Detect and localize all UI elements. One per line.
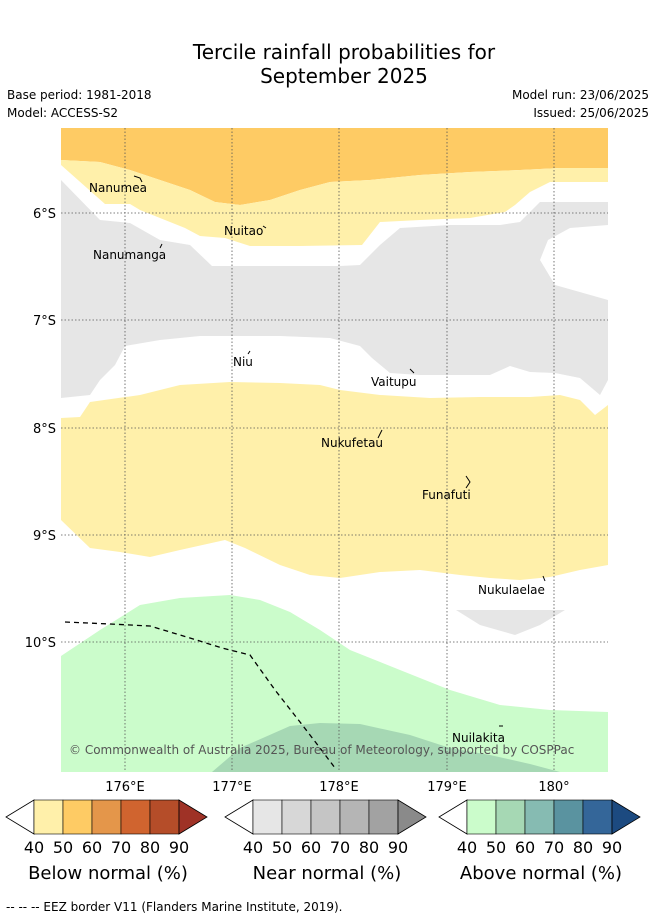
colorbar-below-tick: 50	[53, 838, 73, 857]
place-label-vaitupu: Vaitupu	[371, 375, 417, 389]
place-label-nukufetau: Nukufetau	[321, 436, 383, 450]
base-period: Base period: 1981-2018	[7, 88, 152, 102]
title-line-1: Tercile rainfall probabilities for	[192, 40, 496, 64]
island-funafuti-icon	[465, 475, 471, 489]
longitude-labels: 176°E 177°E 178°E 179°E 180°	[105, 780, 569, 795]
colorbar-above-segment	[495, 799, 526, 835]
below-normal-40-band-south	[61, 382, 608, 580]
eez-border-line	[64, 621, 336, 769]
lon-label-176e: 176°E	[105, 780, 145, 795]
colorbar-title-below: Below normal (%)	[28, 863, 188, 884]
place-label-funafuti: Funafuti	[422, 488, 471, 502]
colorbar-above: 40 50 60 70 80 90	[438, 799, 641, 857]
eez-legend: -- -- -- EEZ border V11 (Flanders Marine…	[6, 900, 343, 914]
colorbar-above-segment	[553, 799, 584, 835]
lon-label-178e: 178°E	[319, 780, 359, 795]
colorbar-above-segment	[582, 799, 613, 835]
map-title: Tercile rainfall probabilities for Septe…	[0, 40, 655, 88]
colorbar-below-high-arrow	[178, 799, 208, 835]
colorbar-above-tick: 60	[515, 838, 535, 857]
title-line-2: September 2025	[260, 64, 428, 88]
probability-fields	[61, 128, 608, 772]
lat-label-7s: 7°S	[33, 314, 56, 329]
below-normal-40-band	[61, 160, 608, 246]
colorbar-below-tick: 80	[140, 838, 160, 857]
colorbar-below-tick: 60	[82, 838, 102, 857]
issued-date: Issued: 25/06/2025	[533, 106, 649, 120]
model-run: Model run: 23/06/2025	[511, 88, 649, 102]
place-label-nanumea: Nanumea	[89, 181, 147, 195]
colorbar-near-tick: 40	[243, 838, 263, 857]
colorbar-near-tick: 70	[330, 838, 350, 857]
lon-label-180: 180°	[538, 780, 569, 795]
island-niu-icon	[247, 350, 251, 355]
colorbar-below-segment	[62, 799, 93, 835]
island-nukulaelae-icon	[542, 575, 546, 582]
colorbar-near-segment	[310, 799, 341, 835]
colorbar-near-tick: 60	[301, 838, 321, 857]
place-labels: Nanumea Nuitao Nanumanga Niu Vaitupu Nuk…	[89, 181, 545, 745]
place-label-nuilakita: Nuilakita	[452, 731, 505, 745]
colorbar-near: 40 50 60 70 80 90	[224, 799, 427, 857]
colorbar-near-tick: 90	[388, 838, 408, 857]
colorbar-above-tick: 70	[544, 838, 564, 857]
colorbar-above-tick: 80	[573, 838, 593, 857]
colorbar-near-segment	[252, 799, 283, 835]
near-normal-band-south	[456, 610, 565, 635]
colorbar-above-tick: 50	[486, 838, 506, 857]
colorbar-above-high-arrow	[611, 799, 641, 835]
lat-label-10s: 10°S	[25, 636, 56, 651]
colorbar-near-segment	[281, 799, 312, 835]
lat-label-8s: 8°S	[33, 422, 56, 437]
near-normal-band-north	[61, 180, 608, 398]
copyright-notice: © Commonwealth of Australia 2025, Bureau…	[69, 743, 574, 757]
island-vaitupu-icon	[409, 368, 415, 374]
colorbar-below: 40 50 60 70 80 90	[5, 799, 208, 857]
lat-label-9s: 9°S	[33, 529, 56, 544]
place-label-nuitao: Nuitao	[224, 224, 263, 238]
colorbar-below-low-arrow	[5, 799, 35, 835]
colorbar-near-segment	[368, 799, 399, 835]
island-nuitao-icon	[262, 225, 267, 229]
colorbar-above-tick: 90	[602, 838, 622, 857]
below-normal-50-band	[61, 128, 608, 205]
colorbar-near-tick: 80	[359, 838, 379, 857]
colorbar-title-near: Near normal (%)	[252, 863, 402, 884]
lon-label-179e: 179°E	[427, 780, 467, 795]
island-nanumea-icon	[133, 175, 143, 183]
lon-label-177e: 177°E	[212, 780, 252, 795]
place-label-nanumanga: Nanumanga	[93, 248, 166, 262]
colorbar-near-segment	[339, 799, 370, 835]
graticule	[61, 128, 608, 772]
island-nukufetau-icon	[377, 429, 383, 439]
rainfall-map: Nanumea Nuitao Nanumanga Niu Vaitupu Nuk…	[5, 128, 641, 857]
colorbar-below-tick: 40	[24, 838, 44, 857]
colorbar-above-tick: 40	[457, 838, 477, 857]
island-nanumanga-icon	[159, 243, 163, 249]
island-shapes	[133, 175, 546, 727]
colorbar-near-high-arrow	[397, 799, 427, 835]
lat-label-6s: 6°S	[33, 207, 56, 222]
latitude-labels: 6°S 7°S 8°S 9°S 10°S	[25, 207, 56, 651]
colorbar-title-above: Above normal (%)	[459, 863, 623, 884]
model-name: Model: ACCESS-S2	[7, 106, 119, 120]
place-label-nukulaelae: Nukulaelae	[478, 583, 545, 597]
colorbar-below-tick: 90	[169, 838, 189, 857]
colorbar-below-segment	[120, 799, 151, 835]
colorbar-near-low-arrow	[224, 799, 254, 835]
above-normal-50-patch	[212, 723, 560, 772]
colorbar-above-segment	[524, 799, 555, 835]
place-label-niu: Niu	[233, 355, 253, 369]
colorbar-below-tick: 70	[111, 838, 131, 857]
colorbar-below-segment	[91, 799, 122, 835]
colorbar-below-segment	[33, 799, 64, 835]
colorbar-above-segment	[466, 799, 497, 835]
colorbar-above-low-arrow	[438, 799, 468, 835]
colorbar-below-segment	[149, 799, 180, 835]
above-normal-40-band	[61, 595, 608, 772]
colorbar-near-tick: 50	[272, 838, 292, 857]
colorbars: 40 50 60 70 80 90 40 50 60 70 80 90 40 50 60 70 80 90	[5, 799, 641, 857]
